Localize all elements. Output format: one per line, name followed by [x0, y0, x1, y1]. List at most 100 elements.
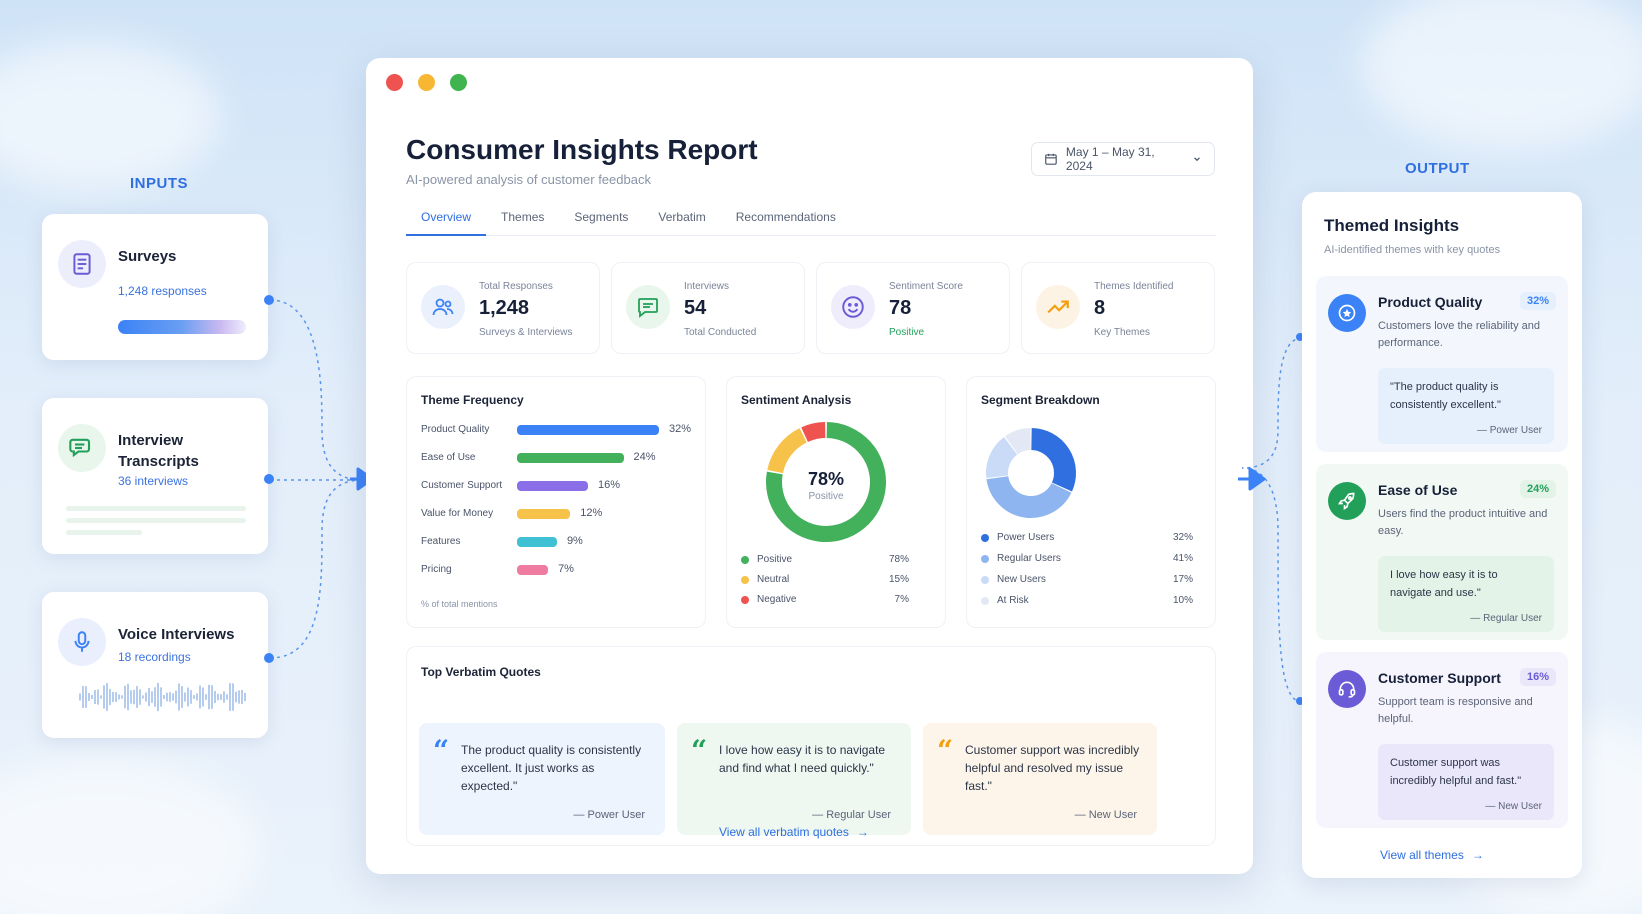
legend-value: 78%: [888, 554, 909, 565]
legend-item: New Users 17%: [981, 573, 1193, 587]
segment-donut-chart: [986, 428, 1076, 518]
sentiment-panel: Sentiment Analysis 78% Positive Positive…: [726, 376, 946, 628]
verbatim-quote-card: “ Customer support was incredibly helpfu…: [923, 723, 1157, 835]
chart-footnote: % of total mentions: [421, 599, 498, 609]
tab-themes[interactable]: Themes: [501, 210, 545, 224]
arrow-right-icon: [350, 467, 374, 491]
theme-frequency-panel: Theme Frequency Product Quality 32% Ease o…: [406, 376, 706, 628]
view-all-verbatim-link[interactable]: View all verbatim quotes →: [719, 825, 869, 839]
arrow-right-icon: →: [856, 825, 869, 839]
stat-card-themes-identified: Themes Identified 8 Key Themes: [1021, 262, 1215, 354]
sentiment-donut-chart: [766, 422, 886, 542]
themed-insights-panel: Themed Insights AI-identified themes wit…: [1302, 192, 1582, 878]
panel-title: Sentiment Analysis: [741, 393, 852, 407]
theme-percentage-badge: 16%: [1519, 668, 1556, 686]
stat-label: Interviews: [684, 281, 730, 292]
theme-title: Ease of Use: [1378, 482, 1458, 498]
connector-dot: [1296, 333, 1304, 341]
connector-dot: [264, 653, 274, 663]
stat-label: Themes Identified: [1094, 281, 1174, 292]
theme-card-customer-support[interactable]: Customer Support 16% Support team is res…: [1316, 652, 1568, 828]
stat-value: 78: [889, 297, 912, 319]
bar: [517, 537, 557, 547]
quote-mark-icon: “: [691, 734, 708, 767]
survey-document-icon: [58, 240, 106, 288]
theme-card-ease-of-use[interactable]: Ease of Use 24% Users find the product i…: [1316, 464, 1568, 640]
theme-quote-author: — New User: [1485, 801, 1542, 812]
stat-card-interviews: Interviews 54 Total Conducted: [611, 262, 805, 354]
stat-note: Total Conducted: [684, 327, 757, 338]
input-card-interviews[interactable]: Interview Transcripts 36 interviews: [42, 398, 268, 554]
connector-dot: [1296, 697, 1304, 705]
legend-label: At Risk: [997, 595, 1029, 606]
stat-note: Key Themes: [1094, 327, 1150, 338]
segment-panel: Segment Breakdown Power Users 32% Regular …: [966, 376, 1216, 628]
theme-description: Users find the product intuitive and eas…: [1378, 508, 1548, 537]
theme-quote-author: — Regular User: [1470, 613, 1542, 624]
link-label: View all verbatim quotes: [719, 825, 849, 839]
bar-row: Product Quality 32%: [421, 423, 711, 437]
output-heading: OUTPUT: [1405, 160, 1470, 177]
quote-mark-icon: “: [433, 734, 450, 767]
legend-value: 10%: [1172, 595, 1193, 606]
legend-item: At Risk 10%: [981, 594, 1193, 608]
headset-icon: [1328, 670, 1366, 708]
window-minimize-button[interactable]: [418, 74, 435, 91]
bar: [517, 565, 549, 575]
legend-swatch: [981, 597, 989, 605]
window-close-button[interactable]: [386, 74, 403, 91]
legend-label: New Users: [997, 574, 1046, 585]
date-range-picker[interactable]: May 1 – May 31, 2024: [1031, 142, 1215, 176]
tab-verbatim[interactable]: Verbatim: [658, 210, 706, 224]
verbatim-quote-card: “ I love how easy it is to navigate and …: [677, 723, 911, 835]
legend-label: Negative: [757, 594, 797, 605]
input-connectors: [269, 299, 363, 659]
legend-item: Positive 78%: [741, 553, 909, 567]
bar: [517, 509, 571, 519]
theme-description: Support team is responsive and helpful.: [1378, 696, 1533, 725]
theme-card-product-quality[interactable]: Product Quality 32% Customers love the r…: [1316, 276, 1568, 452]
view-all-themes-link[interactable]: View all themes →: [1380, 848, 1484, 862]
tab-segments[interactable]: Segments: [574, 210, 629, 224]
star-badge-icon: [1328, 294, 1366, 332]
waveform-graphic: [79, 682, 246, 712]
page-title: Consumer Insights Report: [406, 134, 758, 165]
quote-text: The product quality is consistently exce…: [461, 743, 642, 793]
legend-swatch: [981, 576, 989, 584]
bar-value-label: 7%: [558, 563, 574, 575]
quote-mark-icon: “: [937, 734, 954, 767]
report-tabs: Overview Themes Segments Verbatim Recomm…: [406, 200, 1216, 236]
donut-center-label: Positive: [808, 491, 844, 502]
input-card-subtitle: 18 recordings: [118, 650, 191, 664]
input-card-subtitle: 36 interviews: [118, 474, 189, 488]
window-maximize-button[interactable]: [450, 74, 467, 91]
input-card-subtitle: 1,248 responses: [118, 284, 207, 298]
bar-label: Features: [421, 536, 461, 547]
bar: [517, 481, 588, 491]
tab-overview[interactable]: Overview: [406, 200, 487, 236]
panel-subtitle: AI-identified themes with key quotes: [1324, 244, 1501, 256]
theme-quote: Customer support was incredibly helpful …: [1378, 744, 1554, 820]
legend-swatch: [741, 556, 749, 564]
donut-slice: [801, 422, 826, 443]
input-card-voice[interactable]: Voice Interviews 18 recordings: [42, 592, 268, 738]
donut-slice: [1005, 428, 1032, 455]
page-subtitle: AI-powered analysis of customer feedback: [406, 172, 651, 187]
verbatim-panel: Top Verbatim Quotes “ The product qualit…: [406, 646, 1216, 846]
bar-label: Product Quality: [421, 424, 490, 435]
legend-value: 32%: [1172, 532, 1193, 543]
quote-text: Customer support was incredibly helpful …: [965, 743, 1140, 793]
inputs-heading: INPUTS: [130, 175, 189, 192]
output-connectors: [1241, 337, 1303, 703]
stat-note: Surveys & Interviews: [479, 327, 573, 338]
panel-title: Segment Breakdown: [981, 393, 1100, 407]
bar-row: Ease of Use 24%: [421, 451, 711, 465]
theme-quote: I love how easy it is to navigate and us…: [1378, 556, 1554, 632]
legend-swatch: [981, 534, 989, 542]
bar-value-label: 16%: [598, 479, 621, 491]
tab-recommendations[interactable]: Recommendations: [735, 210, 836, 224]
legend-label: Positive: [757, 554, 793, 565]
legend-label: Power Users: [997, 532, 1055, 543]
input-card-surveys[interactable]: Surveys 1,248 responses: [42, 214, 268, 360]
legend-value: 41%: [1172, 553, 1193, 564]
